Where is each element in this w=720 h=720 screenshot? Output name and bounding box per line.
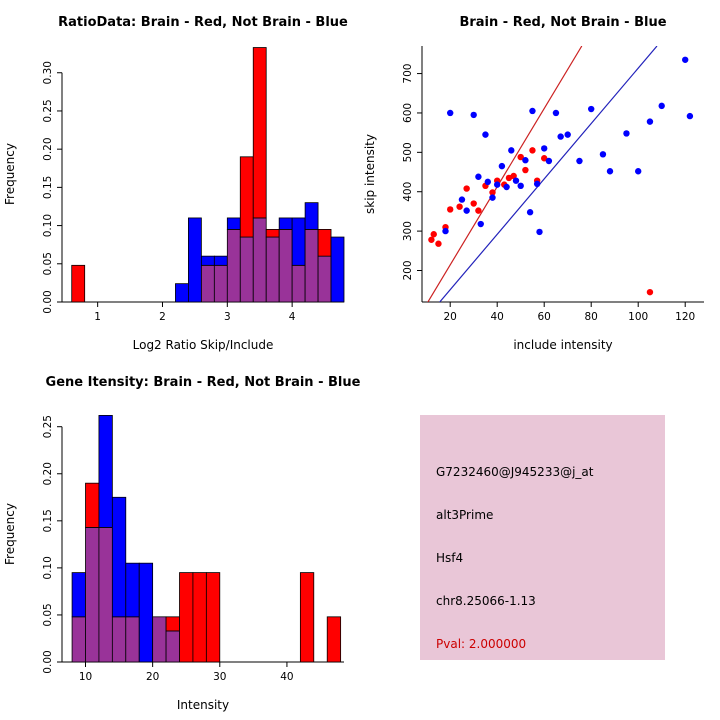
svg-text:0.00: 0.00 (42, 650, 54, 673)
ratio-histogram-chart: RatioData: Brain - Red, Not Brain - Blue… (3, 15, 348, 352)
svg-text:30: 30 (213, 671, 226, 683)
svg-text:200: 200 (402, 260, 414, 280)
x-axis-label: include intensity (513, 338, 612, 352)
chart-title: Brain - Red, Not Brain - Blue (459, 15, 666, 30)
svg-text:100: 100 (628, 311, 648, 323)
scatter-panel: Brain - Red, Not Brain - Blue include in… (360, 0, 720, 360)
plot-area: 20 40 60 80 100 120 200 300 400 500 600 700 (402, 46, 704, 323)
chart-title: RatioData: Brain - Red, Not Brain - Blue (58, 15, 348, 30)
y-axis-label: skip intensity (363, 134, 377, 214)
svg-text:20: 20 (444, 311, 457, 323)
svg-text:0.00: 0.00 (42, 290, 54, 313)
svg-text:0.15: 0.15 (42, 509, 54, 532)
svg-text:4: 4 (289, 311, 296, 323)
plot-area: 10 20 30 40 0.00 0.05 0.10 0.15 0.20 0.25 (42, 415, 344, 683)
svg-text:80: 80 (585, 311, 598, 323)
svg-text:40: 40 (280, 671, 293, 683)
splice-type: alt3Prime (436, 508, 494, 522)
svg-text:1: 1 (94, 311, 101, 323)
gene-intensity-histogram-panel: Gene Itensity: Brain - Red, Not Brain - … (0, 360, 360, 720)
intensity-scatter-chart: Brain - Red, Not Brain - Blue include in… (363, 15, 704, 352)
svg-text:10: 10 (79, 671, 92, 683)
svg-text:300: 300 (402, 221, 414, 241)
x-axis-label: Intensity (177, 698, 229, 712)
svg-text:0.10: 0.10 (42, 556, 54, 579)
svg-text:120: 120 (675, 311, 695, 323)
svg-text:0.30: 0.30 (42, 61, 54, 84)
y-axis-label: Frequency (3, 503, 17, 565)
x-axis-label: Log2 Ratio Skip/Include (133, 338, 274, 352)
svg-text:500: 500 (402, 142, 414, 162)
svg-text:0.15: 0.15 (42, 176, 54, 199)
info-box: G7232460@J945233@j_at alt3Prime Hsf4 chr… (420, 415, 665, 660)
svg-text:600: 600 (402, 103, 414, 123)
svg-text:700: 700 (402, 64, 414, 84)
probe-id: G7232460@J945233@j_at (436, 465, 594, 479)
svg-text:20: 20 (146, 671, 159, 683)
svg-text:0.20: 0.20 (42, 137, 54, 160)
y-axis-label: Frequency (3, 143, 17, 205)
svg-text:0.05: 0.05 (42, 603, 54, 626)
svg-text:0.25: 0.25 (42, 415, 54, 438)
svg-text:0.05: 0.05 (42, 252, 54, 275)
ratio-histogram-panel: RatioData: Brain - Red, Not Brain - Blue… (0, 0, 360, 360)
chromosome-location: chr8.25066-1.13 (436, 594, 536, 608)
annotation-panel: G7232460@J945233@j_at alt3Prime Hsf4 chr… (360, 360, 720, 720)
svg-text:0.20: 0.20 (42, 462, 54, 485)
svg-text:0.10: 0.10 (42, 214, 54, 237)
svg-text:0.25: 0.25 (42, 99, 54, 122)
pval-text: Pval: 2.000000 (436, 637, 527, 651)
chart-title: Gene Itensity: Brain - Red, Not Brain - … (46, 375, 360, 390)
plot-area: 1 2 3 4 0.00 0.05 0.10 0.15 0.20 0.25 0.30 (42, 47, 345, 323)
svg-text:3: 3 (224, 311, 231, 323)
svg-text:2: 2 (159, 311, 166, 323)
svg-text:40: 40 (491, 311, 504, 323)
svg-text:60: 60 (538, 311, 551, 323)
gene-symbol: Hsf4 (436, 551, 464, 565)
svg-text:400: 400 (402, 182, 414, 202)
gene-intensity-histogram-chart: Gene Itensity: Brain - Red, Not Brain - … (3, 375, 360, 712)
